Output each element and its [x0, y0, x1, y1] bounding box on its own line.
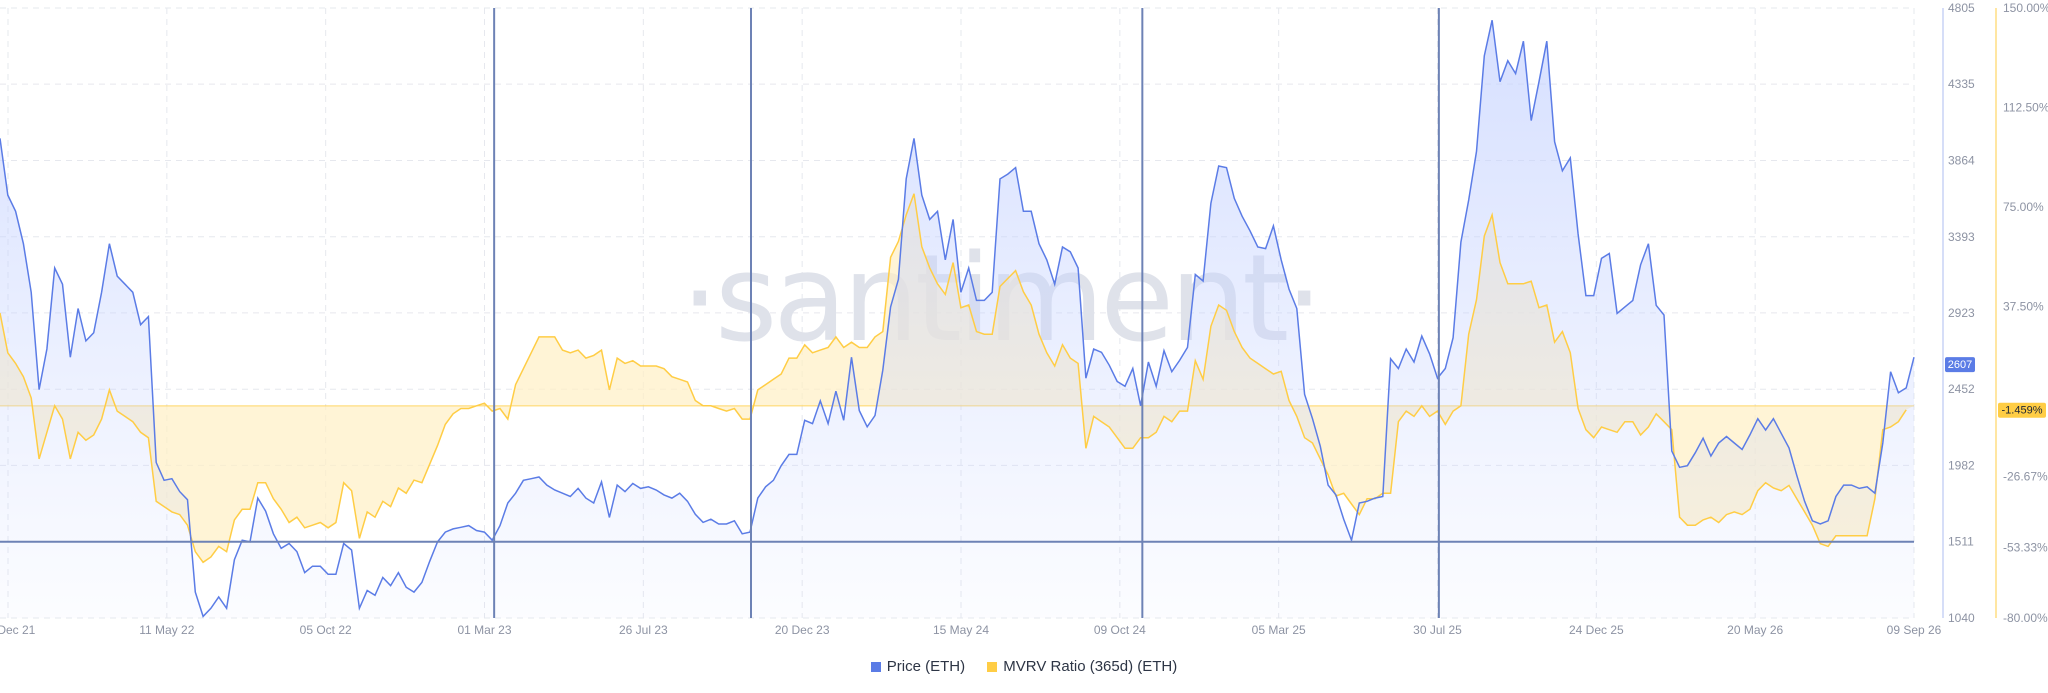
- y-right-tick-label: -26.67%: [2003, 470, 2048, 484]
- x-tick-label: 01 Mar 23: [457, 623, 511, 637]
- y-left-tick-label: 1040: [1948, 611, 1975, 625]
- current-price-label: 2607: [1948, 359, 1972, 371]
- y-right-tick-label: 37.50%: [2003, 299, 2044, 313]
- x-tick-label: 09 Sep 26: [1887, 623, 1942, 637]
- price-line: [0, 20, 1915, 618]
- legend-swatch-price: [870, 661, 881, 672]
- chart-legend: Price (ETH) MVRV Ratio (365d) (ETH): [0, 658, 2048, 676]
- y-left-tick-label: 2452: [1948, 382, 1975, 396]
- x-tick-label: 15 Dec 21: [0, 623, 36, 637]
- x-tick-label: 05 Mar 25: [1252, 623, 1306, 637]
- current-mvrv-label: -1.459%: [2002, 405, 2043, 417]
- y-right-tick-label: -80.00%: [2003, 611, 2048, 625]
- y-right-tick-label: -53.33%: [2003, 540, 2048, 554]
- y-right-tick-label: 75.00%: [2003, 200, 2044, 214]
- legend-item-price[interactable]: Price (ETH): [870, 658, 966, 675]
- x-tick-label: 15 May 24: [933, 623, 989, 637]
- x-tick-label: 26 Jul 23: [619, 623, 668, 637]
- y-left-tick-label: 1511: [1948, 535, 1974, 549]
- x-tick-label: 24 Dec 25: [1569, 623, 1624, 637]
- y-left-tick-label: 1982: [1948, 458, 1975, 472]
- legend-label-mvrv: MVRV Ratio (365d) (ETH): [1003, 658, 1178, 675]
- x-tick-label: 11 May 22: [139, 623, 194, 637]
- x-tick-label: 20 Dec 23: [775, 623, 830, 637]
- y-left-tick-label: 3864: [1948, 153, 1975, 167]
- current-price-badge: [1945, 357, 1975, 373]
- y-left-tick-label: 3393: [1948, 230, 1975, 244]
- current-mvrv-badge: [1998, 402, 2046, 418]
- y-left-tick-label: 4805: [1948, 1, 1975, 15]
- legend-item-mvrv[interactable]: MVRV Ratio (365d) (ETH): [987, 658, 1177, 675]
- x-tick-label: 30 Jul 25: [1413, 623, 1462, 637]
- x-tick-label: 05 Oct 22: [300, 623, 352, 637]
- y-right-tick-label: 112.50%: [2003, 100, 2048, 114]
- x-tick-label: 09 Oct 24: [1094, 623, 1146, 637]
- price-area: [0, 20, 1914, 618]
- mvrv-line: [0, 193, 1907, 564]
- y-right-tick-label: 150.00%: [2003, 1, 2048, 15]
- legend-label-price: Price (ETH): [886, 658, 966, 675]
- legend-swatch-mvrv: [987, 661, 998, 672]
- y-left-tick-label: 4335: [1948, 77, 1975, 91]
- y-left-tick-label: 2923: [1948, 306, 1975, 320]
- x-tick-label: 20 May 26: [1727, 623, 1783, 637]
